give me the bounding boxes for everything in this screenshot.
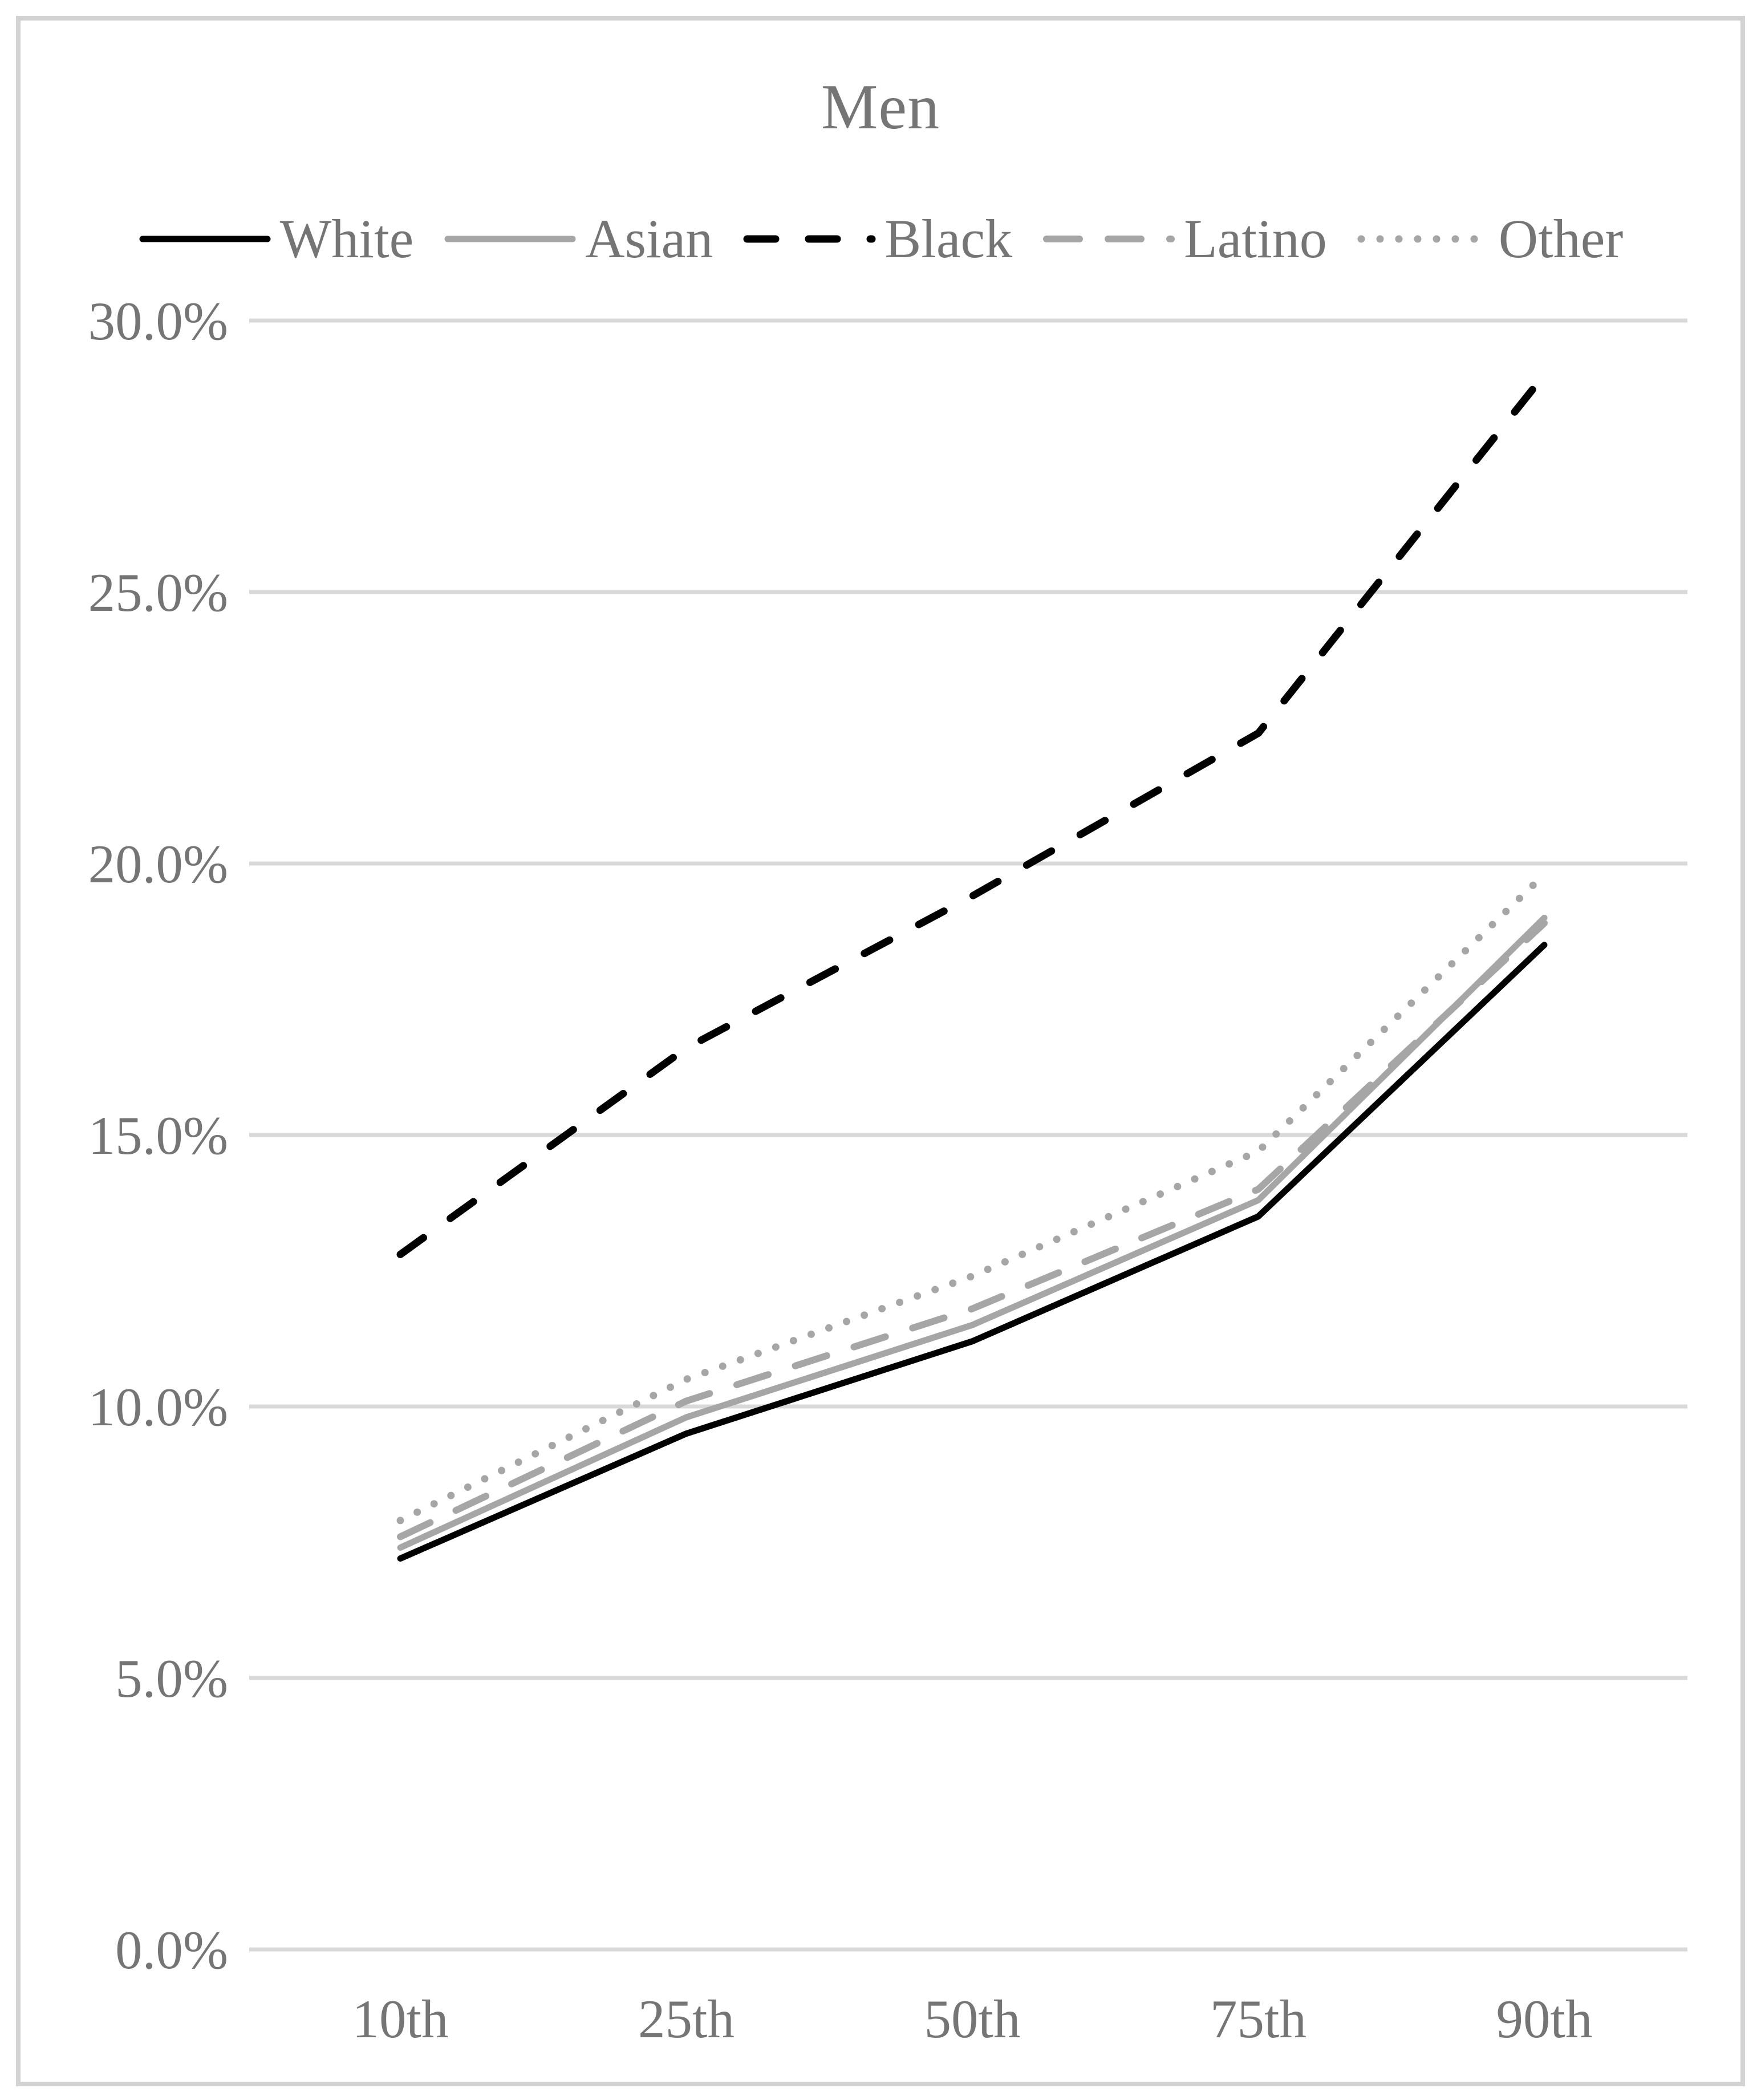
legend-label-asian: Asian	[585, 208, 713, 269]
x-axis-tick-labels: 10th 25th 50th 75th 90th	[352, 1989, 1593, 2049]
asian-series-line-icon	[444, 236, 576, 242]
x-tick-label: 75th	[1210, 1989, 1306, 2049]
y-tick-label: 25.0%	[88, 562, 228, 623]
legend-item-black: Black	[742, 212, 1012, 266]
data-series-lines	[396, 371, 1548, 1562]
series-line-other	[396, 870, 1548, 1525]
legend-label-latino: Latino	[1184, 208, 1327, 269]
y-tick-label: 0.0%	[115, 1920, 228, 1980]
legend-item-asian: Asian	[443, 212, 713, 266]
gridlines	[249, 318, 1687, 1952]
y-axis-tick-labels: 30.0% 25.0% 20.0% 15.0% 10.0% 5.0% 0.0%	[88, 291, 228, 1980]
other-series-line-icon	[1357, 235, 1490, 243]
y-tick-label: 20.0%	[88, 834, 228, 894]
legend-label-black: Black	[884, 208, 1013, 269]
series-line-black	[396, 371, 1548, 1258]
black-series-line-icon	[743, 235, 876, 243]
series-line-latino	[397, 919, 1548, 1540]
series-line-white	[397, 942, 1548, 1562]
y-tick-label: 5.0%	[115, 1648, 228, 1709]
x-tick-label: 25th	[638, 1989, 735, 2049]
legend-label-white: White	[279, 208, 414, 269]
legend-item-latino: Latino	[1042, 212, 1327, 266]
y-tick-label: 10.0%	[88, 1377, 228, 1437]
legend-item-white: White	[138, 208, 414, 269]
chart-title: Men	[821, 72, 940, 143]
y-tick-label: 15.0%	[88, 1105, 228, 1166]
white-series-line-icon	[139, 236, 271, 242]
series-line-asian	[397, 914, 1548, 1551]
x-tick-label: 90th	[1496, 1989, 1593, 2049]
y-tick-label: 30.0%	[88, 291, 228, 351]
legend-item-other: Other	[1357, 208, 1624, 269]
latino-series-line-icon	[1043, 236, 1175, 242]
x-tick-label: 50th	[924, 1989, 1021, 2049]
chart-frame: Men White Asian Black Latino Other	[16, 16, 1745, 2086]
legend: White Asian Black Latino Other	[21, 202, 1740, 276]
x-tick-label: 10th	[352, 1989, 449, 2049]
legend-label-other: Other	[1498, 208, 1624, 269]
